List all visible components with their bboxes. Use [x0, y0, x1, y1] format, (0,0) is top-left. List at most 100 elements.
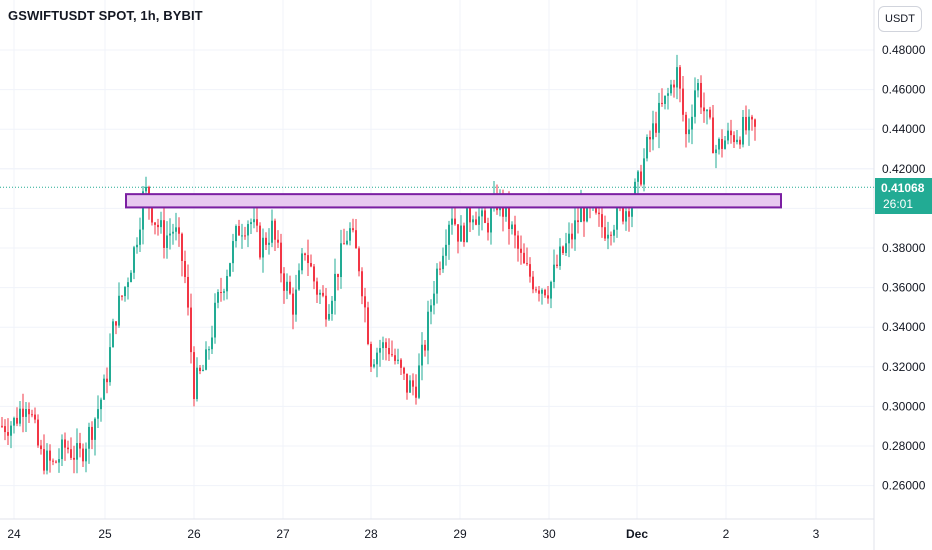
candle: [166, 221, 168, 259]
candle-body: [412, 380, 414, 387]
candle-body: [403, 367, 405, 374]
x-tick-label: 26: [187, 527, 201, 541]
candle: [361, 267, 363, 305]
candle-body: [349, 228, 351, 241]
candle-body: [733, 135, 735, 143]
candle-body: [652, 123, 654, 140]
candle: [613, 224, 615, 243]
candle-body: [37, 419, 39, 446]
candle: [124, 286, 126, 302]
candle: [169, 218, 171, 250]
y-tick-label: 0.44000: [882, 122, 926, 136]
candle: [424, 339, 426, 357]
candle: [682, 75, 684, 122]
candle: [1, 416, 3, 428]
candle-body: [106, 378, 108, 383]
candle: [265, 232, 267, 250]
candle-body: [376, 352, 378, 365]
candle: [691, 104, 693, 145]
candle-body: [478, 216, 480, 225]
candle-body: [661, 102, 663, 104]
candle: [646, 134, 648, 162]
candle: [445, 229, 447, 266]
candle-body: [556, 264, 558, 266]
candle: [31, 409, 33, 418]
candle: [607, 221, 609, 250]
candle-body: [682, 88, 684, 115]
candle: [517, 230, 519, 262]
candle-body: [529, 264, 531, 277]
candle: [277, 230, 279, 248]
candle: [25, 401, 27, 433]
candle-body: [16, 417, 18, 424]
candle-body: [79, 443, 81, 449]
candle-body: [283, 273, 285, 291]
candle: [751, 114, 753, 131]
candle: [721, 129, 723, 158]
candle: [520, 235, 522, 265]
candle: [412, 373, 414, 396]
candle-body: [184, 261, 186, 277]
candle: [676, 54, 678, 100]
candle-body: [415, 386, 417, 398]
candle: [661, 88, 663, 107]
candle-body: [460, 225, 462, 242]
candle: [379, 339, 381, 367]
candle: [511, 221, 513, 235]
candle: [727, 122, 729, 145]
candle-body: [181, 233, 183, 262]
candle-body: [286, 281, 288, 291]
candle: [694, 77, 696, 124]
candle: [436, 263, 438, 304]
candle-body: [46, 450, 48, 471]
candle: [136, 237, 138, 254]
candle-body: [745, 116, 747, 131]
candle-body: [676, 67, 678, 88]
candle: [376, 347, 378, 378]
candle: [463, 222, 465, 247]
candle-body: [394, 355, 396, 361]
candle: [196, 357, 198, 402]
candle: [565, 232, 567, 257]
candle-body: [715, 149, 717, 154]
candle-body: [133, 247, 135, 273]
candle-body: [202, 369, 204, 372]
candle-body: [73, 457, 75, 460]
candle: [229, 262, 231, 278]
candle-body: [526, 263, 528, 265]
support-zone-rectangle: [125, 193, 782, 209]
candle: [475, 211, 477, 226]
candle-body: [367, 307, 369, 344]
candle: [130, 270, 132, 283]
candle: [316, 277, 318, 303]
candle: [28, 402, 30, 423]
candle: [4, 419, 6, 441]
candle: [343, 228, 345, 245]
candle: [82, 443, 84, 467]
chart-title: GSWIFTUSDT SPOT, 1h, BYBIT: [8, 8, 203, 23]
candle-body: [61, 439, 63, 460]
currency-button[interactable]: USDT: [878, 6, 922, 32]
candle-body: [514, 224, 516, 236]
candle: [310, 254, 312, 268]
candle: [433, 281, 435, 315]
candle: [91, 421, 93, 450]
candle: [70, 437, 72, 460]
candle: [391, 340, 393, 357]
candle-body: [718, 139, 720, 150]
candle: [109, 333, 111, 386]
candle-body: [706, 109, 708, 112]
candle-body: [694, 90, 696, 117]
y-axis-ticks: 0.48000 0.46000 0.44000 0.42000 0.38000 0.360…: [882, 43, 926, 493]
candle-body: [139, 229, 141, 245]
candle-body: [253, 219, 255, 223]
candle-body: [274, 220, 276, 240]
candle: [43, 434, 45, 475]
candle: [685, 111, 687, 148]
candle-body: [199, 367, 201, 372]
candle-body: [379, 348, 381, 353]
candle-body: [361, 271, 363, 297]
